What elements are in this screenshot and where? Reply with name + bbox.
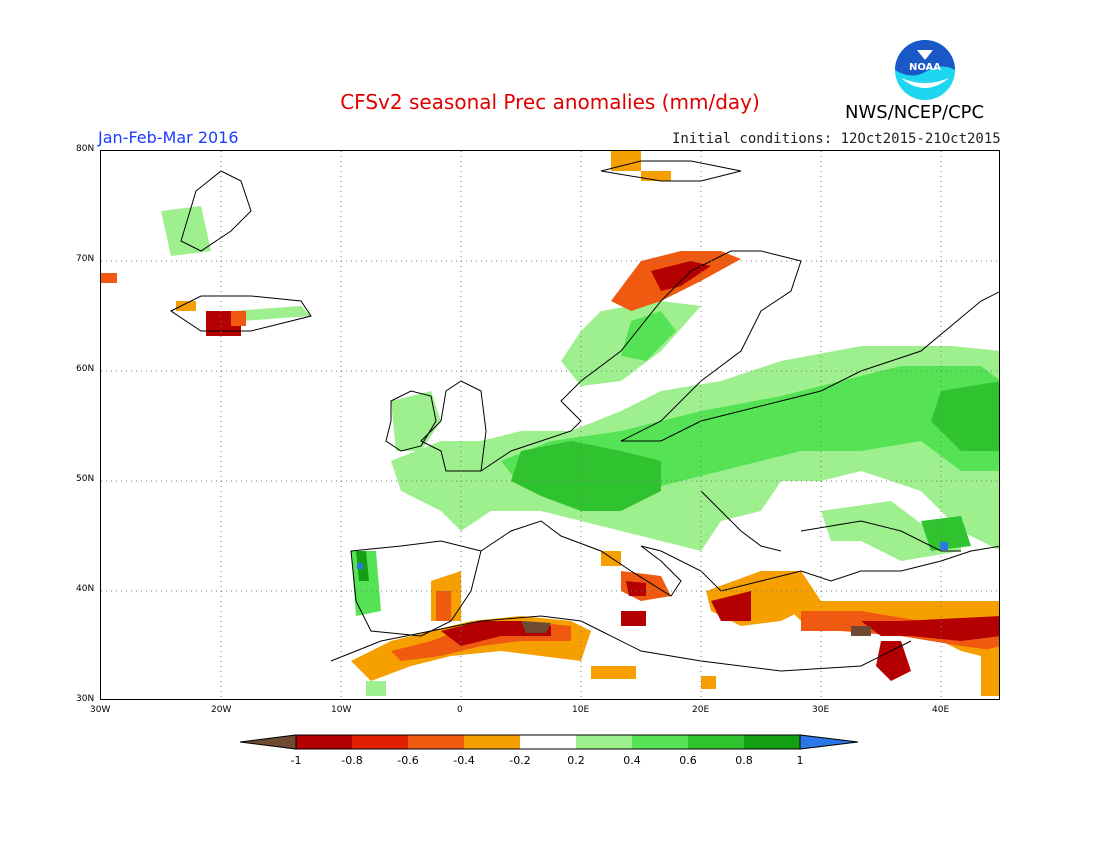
lat-label: 70N [76, 254, 95, 264]
anomaly-map [100, 150, 1000, 700]
colorbar-tick: 1 [797, 754, 804, 767]
lon-label: 20W [211, 705, 232, 715]
initial-conditions: Initial conditions: 12Oct2015-21Oct2015 [672, 131, 1001, 147]
colorbar-cell [240, 735, 296, 749]
colorbar-tick: 0.2 [567, 754, 585, 767]
colorbar-tick: 0.6 [679, 754, 697, 767]
colorbar-cell [296, 735, 352, 749]
lon-label: 10W [331, 705, 352, 715]
colorbar: -1 -0.8 -0.6 -0.4 -0.2 0.2 0.4 0.6 0.8 1 [239, 733, 860, 773]
noaa-logo: NOAA [893, 38, 957, 102]
organization-label: NWS/NCEP/CPC [845, 102, 985, 123]
coastlines [170, 160, 999, 672]
colorbar-cell [632, 735, 688, 749]
chart-title: CFSv2 seasonal Prec anomalies (mm/day) [340, 90, 760, 114]
colorbar-tick: -1 [291, 754, 302, 767]
lat-label: 60N [76, 364, 95, 374]
lat-label: 80N [76, 144, 95, 154]
colorbar-tick: -0.8 [341, 754, 362, 767]
positive-anomaly-regions [161, 206, 999, 696]
colorbar-cell [800, 735, 858, 749]
colorbar-cell [464, 735, 520, 749]
lon-label: 30W [90, 705, 111, 715]
colorbar-tick: 0.4 [623, 754, 641, 767]
logo-text: NOAA [909, 62, 941, 73]
colorbar-cell [408, 735, 464, 749]
lat-label: 30N [76, 694, 95, 704]
lon-label: 40E [932, 705, 950, 715]
lon-label: 20E [692, 705, 710, 715]
negative-anomaly-regions [101, 151, 999, 696]
colorbar-tick: -0.4 [453, 754, 474, 767]
lon-label: 0 [457, 705, 463, 715]
colorbar-tick: -0.2 [509, 754, 530, 767]
colorbar-cell [352, 735, 408, 749]
forecast-period: Jan-Feb-Mar 2016 [98, 128, 239, 147]
colorbar-cell [744, 735, 800, 749]
colorbar-tick: -0.6 [397, 754, 418, 767]
colorbar-cell [576, 735, 632, 749]
colorbar-cell [520, 735, 576, 749]
lat-label: 50N [76, 474, 95, 484]
lon-label: 10E [572, 705, 590, 715]
graticule [101, 151, 999, 699]
colorbar-cell [688, 735, 744, 749]
colorbar-tick: 0.8 [735, 754, 753, 767]
lat-label: 40N [76, 584, 95, 594]
lon-label: 30E [812, 705, 830, 715]
